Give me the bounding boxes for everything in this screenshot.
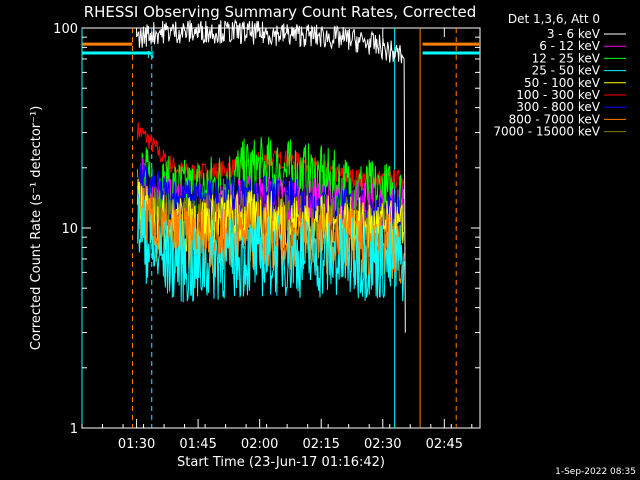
legend-label-4: 50 - 100 keV	[524, 76, 601, 90]
x-tick-label-0: 01:30	[118, 437, 155, 452]
x-tick-label-3: 02:15	[302, 437, 339, 452]
legend-label-6: 300 - 800 keV	[516, 100, 600, 114]
y-axis-label: Corrected Count Rate (s⁻¹ detector⁻¹)	[29, 106, 44, 351]
legend-label-2: 12 - 25 keV	[532, 51, 601, 65]
y-tick-label-2: 100	[53, 22, 78, 37]
annotation-0: N	[147, 50, 154, 61]
legend-label-5: 100 - 300 keV	[516, 88, 600, 102]
legend-label-0: 3 - 6 keV	[547, 27, 601, 41]
x-tick-label-5: 02:45	[426, 437, 463, 452]
series-line-3	[136, 186, 405, 303]
series-line-0	[136, 18, 406, 333]
axes-group: 01:30 01:45 02:00 02:15 02:30 02:45 1 10 100	[53, 22, 480, 452]
legend-label-3: 25 - 50 keV	[532, 64, 601, 78]
x-tick-label-4: 02:30	[364, 437, 401, 452]
series-line-2	[136, 136, 405, 232]
y-tick-label-1: 10	[61, 222, 78, 237]
x-tick-label-1: 01:45	[179, 437, 216, 452]
y-tick-label-0: 1	[70, 422, 78, 437]
legend-label-8: 7000 - 15000 keV	[493, 125, 600, 139]
x-axis-label: Start Time (23-Jun-17 01:16:42)	[177, 455, 385, 470]
footer-timestamp: 1-Sep-2022 08:35	[555, 467, 636, 477]
legend-label-7: 800 - 7000 keV	[509, 112, 601, 126]
legend-label-1: 6 - 12 keV	[539, 39, 601, 53]
chart-title: RHESSI Observing Summary Count Rates, Co…	[84, 3, 477, 21]
x-tick-label-2: 02:00	[241, 437, 278, 452]
legend-title: Det 1,3,6, Att 0	[508, 12, 600, 26]
series-line-4	[136, 178, 405, 259]
series-group: N	[136, 18, 406, 333]
